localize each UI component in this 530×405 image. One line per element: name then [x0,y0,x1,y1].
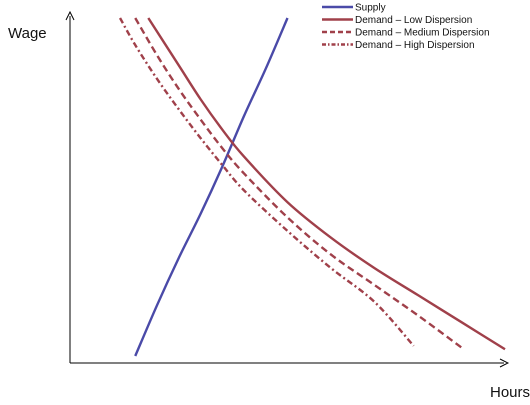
x-axis-label: Hours [490,384,530,401]
y-axis-arrow [65,10,75,21]
x-axis-arrow [499,358,510,368]
series-layer [118,17,506,357]
series-line-demand-low-dispersion [147,17,506,351]
series-line-demand-high-dispersion [118,17,415,347]
legend-label-demand-medium-dispersion: Demand – Medium Dispersion [355,28,490,39]
series-line-demand-medium-dispersion [134,17,463,349]
legend-label-demand-high-dispersion: Demand – High Dispersion [355,40,475,51]
series-line-supply [134,17,289,357]
legend-label-demand-low-dispersion: Demand – Low Dispersion [355,15,472,26]
y-axis-label: Wage [8,25,47,42]
legend-label-supply: Supply [355,3,386,14]
axes [65,10,510,368]
